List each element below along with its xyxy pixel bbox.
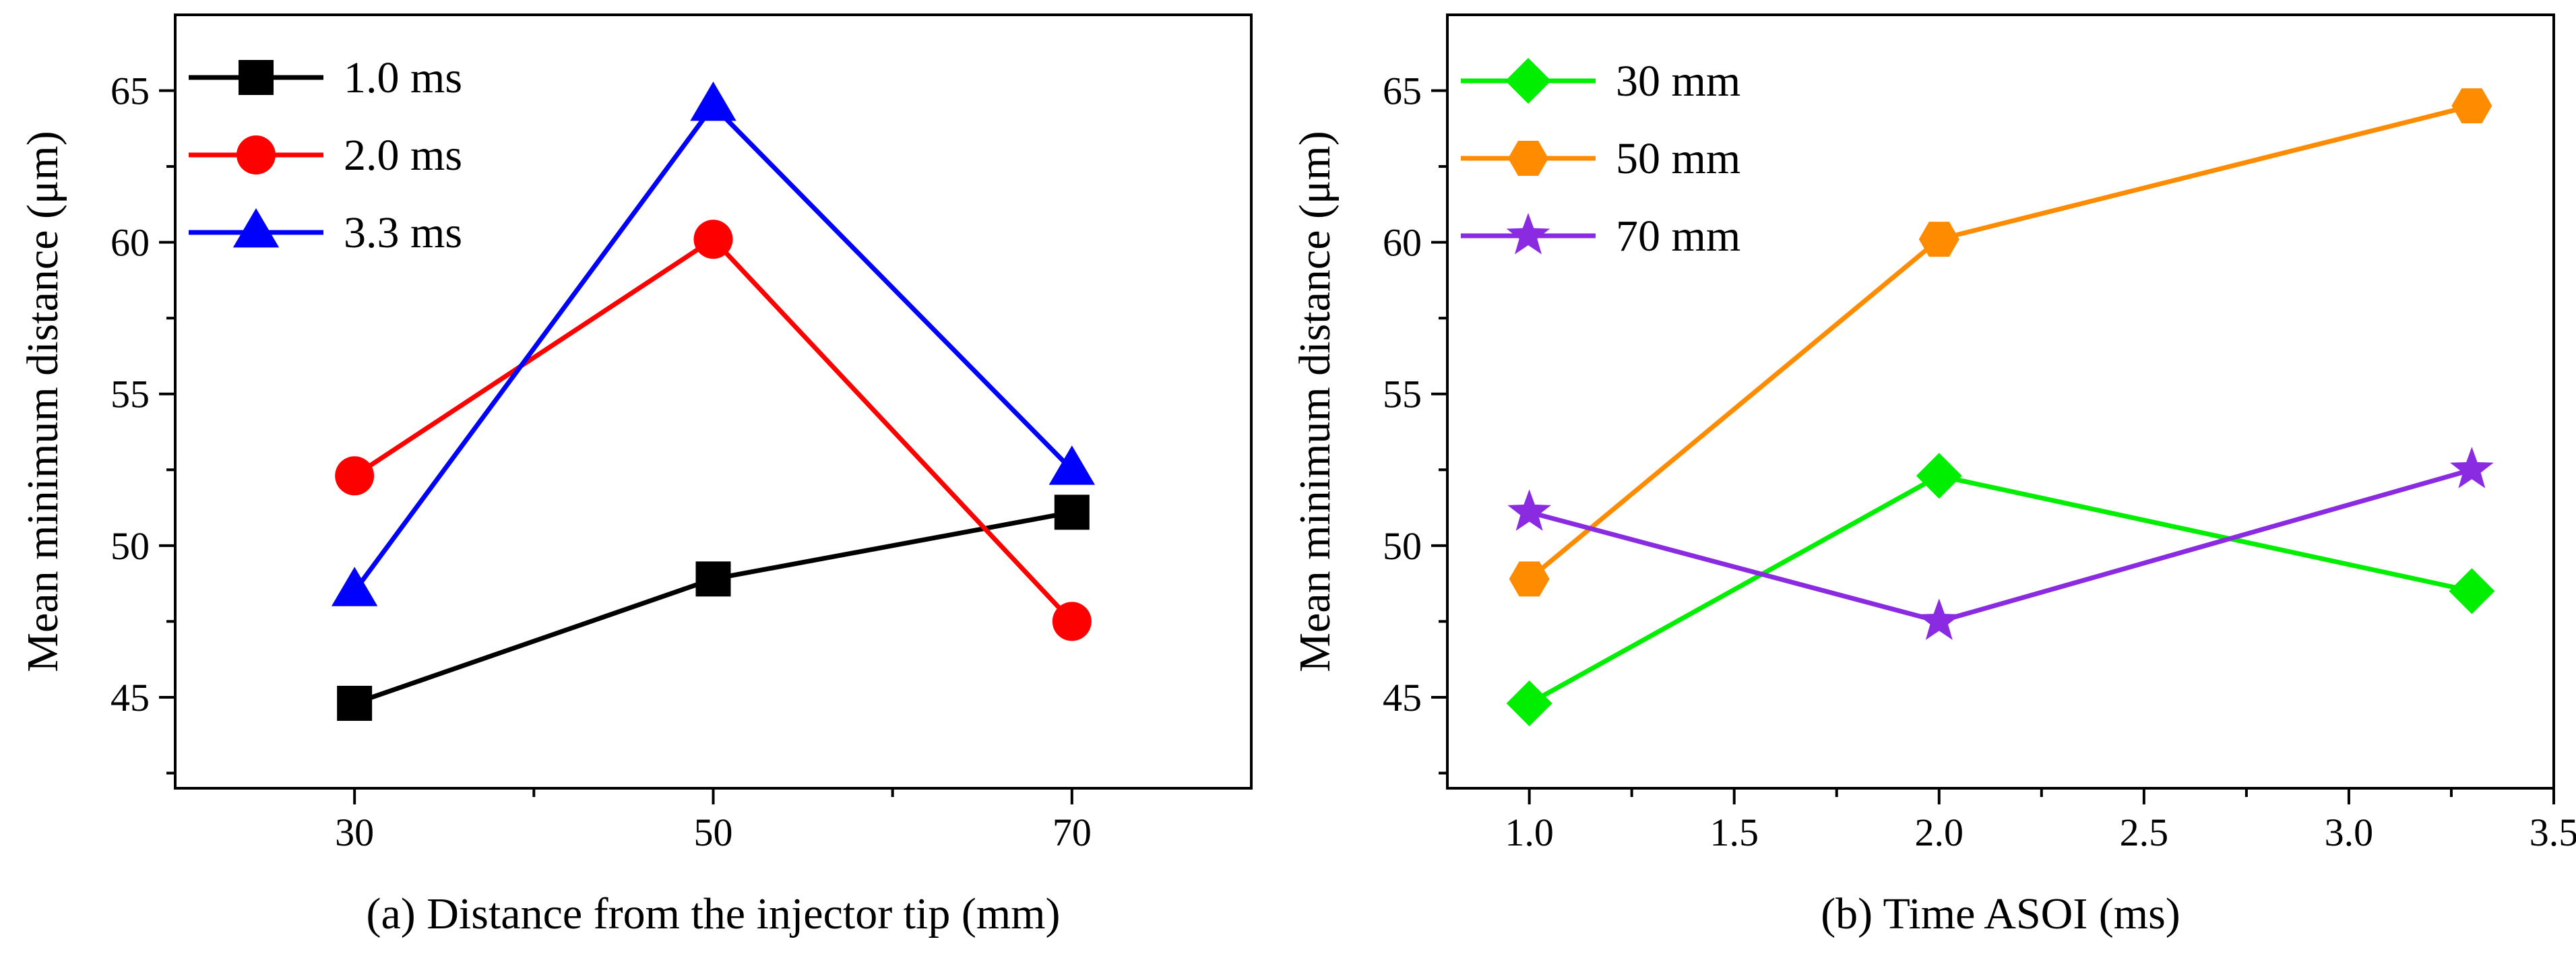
- legend-marker: [1505, 58, 1551, 104]
- data-point: [2450, 447, 2494, 488]
- legend-label: 3.3 ms: [344, 208, 462, 257]
- y-tick-label: 60: [1383, 221, 1422, 265]
- x-axis-title: (a) Distance from the injector tip (mm): [367, 889, 1061, 938]
- x-tick-label: 3.0: [2325, 810, 2374, 854]
- y-tick-label: 65: [111, 69, 150, 113]
- x-tick-label: 2.0: [1915, 810, 1964, 854]
- data-point: [690, 82, 736, 121]
- data-point: [1509, 561, 1550, 597]
- data-point: [1054, 495, 1090, 530]
- x-tick-label: 50: [694, 810, 733, 854]
- series-50-mm: [1509, 88, 2492, 597]
- legend-label: 70 mm: [1616, 212, 1740, 261]
- data-point: [1917, 598, 1961, 640]
- y-tick-label: 50: [1383, 524, 1422, 568]
- x-tick-label: 2.5: [2120, 810, 2169, 854]
- series-line: [354, 509, 1073, 706]
- plot-frame: [1446, 13, 2555, 790]
- legend-marker: [1506, 213, 1550, 255]
- y-tick-label: 50: [111, 524, 150, 568]
- legend-label: 50 mm: [1616, 134, 1740, 183]
- series-2-0-ms: [335, 220, 1092, 641]
- data-point: [695, 561, 731, 597]
- data-point: [1918, 222, 1959, 257]
- y-tick-label: 55: [111, 373, 150, 416]
- legend-marker: [232, 208, 280, 248]
- data-point: [1916, 453, 1962, 499]
- plot-frame: [174, 13, 1253, 790]
- legend: 1.0 ms 2.0 ms 3.3 ms: [189, 53, 462, 257]
- series-3-3-ms: [331, 82, 1096, 606]
- panel-a: 30 50 70 45 50 55 60 65 (a) Distance from the in…: [18, 13, 1253, 938]
- y-axis-title: Mean minimum distance (μm): [18, 131, 67, 672]
- legend-marker: [239, 60, 274, 95]
- legend-label: 30 mm: [1616, 57, 1740, 106]
- data-point: [2449, 568, 2495, 614]
- data-point: [1048, 445, 1096, 485]
- legend: 30 mm 50 mm 70 mm: [1461, 57, 1740, 261]
- series-1-0-ms: [337, 495, 1090, 721]
- series-70-mm: [1507, 447, 2494, 640]
- data-point: [1507, 489, 1551, 531]
- x-tick-label: 3.5: [2530, 810, 2576, 854]
- y-axis-title: Mean minimum distance (μm): [1290, 131, 1340, 672]
- x-tick-label: 1.5: [1709, 810, 1759, 854]
- y-tick-label: 65: [1383, 69, 1422, 113]
- x-axis-title: (b) Time ASOI (ms): [1821, 889, 2180, 938]
- legend-marker: [1508, 141, 1548, 176]
- y-tick-label: 45: [111, 676, 150, 720]
- legend-marker: [237, 135, 276, 174]
- y-tick-label: 45: [1383, 676, 1422, 720]
- data-point: [331, 567, 378, 606]
- y-tick-label: 60: [111, 221, 150, 265]
- legend-label: 2.0 ms: [344, 131, 462, 180]
- panel-b: 1.0 1.5 2.0 2.5 3.0 3.5 45 50 55 60 65 (b) Time ASO…: [1290, 13, 2576, 938]
- x-tick-label: 30: [335, 810, 374, 854]
- legend-label: 1.0 ms: [344, 53, 462, 102]
- y-tick-label: 55: [1383, 373, 1422, 416]
- data-point: [1506, 680, 1552, 726]
- data-point: [1052, 602, 1092, 641]
- data-point: [2451, 88, 2492, 124]
- data-point: [337, 685, 373, 721]
- x-tick-label: 1.0: [1505, 810, 1554, 854]
- series-line: [1528, 467, 2473, 625]
- x-tick-label: 70: [1053, 810, 1092, 854]
- data-point: [693, 220, 733, 259]
- series-30-mm: [1506, 453, 2495, 726]
- data-point: [335, 456, 375, 496]
